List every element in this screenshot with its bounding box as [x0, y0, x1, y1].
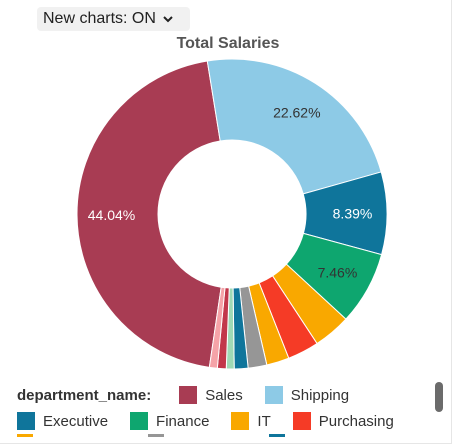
- new-charts-toggle[interactable]: New charts: ON: [37, 7, 190, 31]
- slice-data-label: 44.04%: [88, 207, 135, 223]
- legend-label: Shipping: [290, 386, 350, 404]
- legend-label: Sales: [205, 386, 243, 404]
- legend-swatch: [130, 412, 149, 430]
- legend-item-it[interactable]: IT: [231, 412, 271, 430]
- chart-title: Total Salaries: [176, 35, 280, 52]
- legend-label: Purchasing: [318, 412, 394, 430]
- legend-item-sales[interactable]: Sales: [179, 386, 243, 404]
- legend-item-executive[interactable]: Executive: [17, 412, 108, 430]
- legend-row-2: Executive Finance IT Purchasing: [17, 412, 416, 430]
- legend-swatch: [231, 412, 250, 430]
- legend-item-partial[interactable]: [148, 434, 164, 437]
- donut-slice-sales[interactable]: [76, 60, 222, 368]
- donut-chart: 44.04% 22.62% 8.39% 7.46%: [76, 58, 388, 370]
- legend-item-finance[interactable]: Finance: [130, 412, 209, 430]
- legend-row-1: department_name: Sales Shipping: [17, 386, 371, 404]
- slice-data-label: 8.39%: [333, 205, 373, 221]
- legend-item-partial[interactable]: [269, 434, 285, 437]
- legend-swatch: [17, 412, 35, 430]
- chevron-down-icon: [163, 16, 173, 23]
- legend-swatch: [292, 412, 311, 430]
- legend-label: Executive: [43, 412, 109, 430]
- donut-slice-shipping[interactable]: [206, 58, 382, 195]
- legend-item-shipping[interactable]: Shipping: [264, 386, 350, 404]
- legend-title: department_name:: [17, 386, 152, 404]
- legend-swatch: [179, 386, 198, 404]
- slice-data-label: 7.46%: [318, 264, 358, 280]
- donut-slice[interactable]: [208, 286, 226, 369]
- legend-item-purchasing[interactable]: Purchasing: [292, 412, 394, 430]
- legend-label: IT: [257, 412, 271, 430]
- legend-item-partial[interactable]: [17, 434, 33, 437]
- slice-data-label: 22.62%: [273, 104, 320, 120]
- legend-scrollbar[interactable]: [435, 382, 443, 412]
- legend-label: Finance: [156, 412, 210, 430]
- toggle-label: New charts: ON: [43, 10, 156, 27]
- legend-swatch: [264, 386, 283, 404]
